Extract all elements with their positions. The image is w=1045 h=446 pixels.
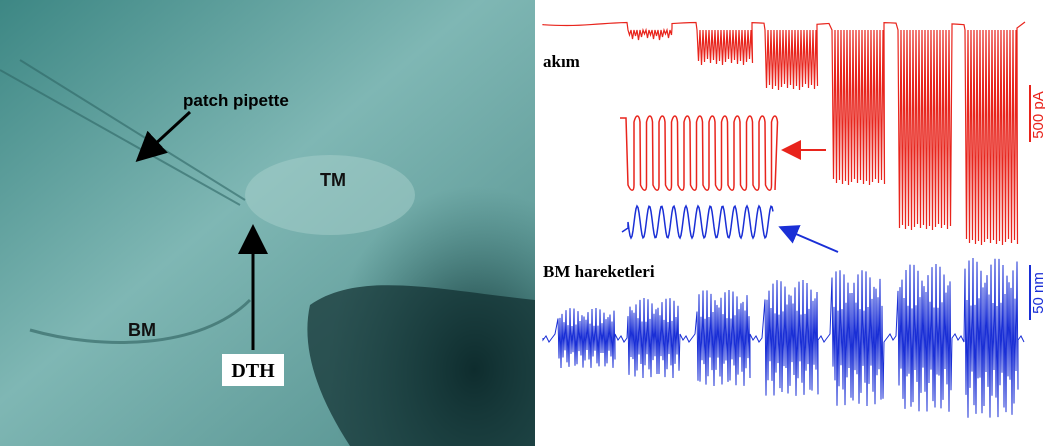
label: patch pipette bbox=[183, 91, 289, 110]
trace bbox=[622, 206, 773, 238]
scale-label: 50 nm bbox=[1030, 272, 1045, 314]
label: BM bbox=[128, 320, 156, 340]
micrograph: patch pipette TM BM DTH bbox=[0, 0, 535, 446]
trace-label: akım bbox=[543, 52, 580, 71]
label: TM bbox=[320, 170, 346, 190]
arrow bbox=[782, 228, 838, 252]
trace bbox=[543, 258, 1024, 418]
traces bbox=[543, 22, 1025, 418]
trace-label: BM hareketleri bbox=[543, 262, 655, 281]
label: DTH bbox=[231, 360, 275, 382]
trace bbox=[620, 116, 778, 190]
scale-label: 500 pA bbox=[1030, 91, 1045, 139]
figure: patch pipette TM BM DTH akım BM hareketl… bbox=[0, 0, 1045, 446]
trace bbox=[543, 22, 1025, 245]
